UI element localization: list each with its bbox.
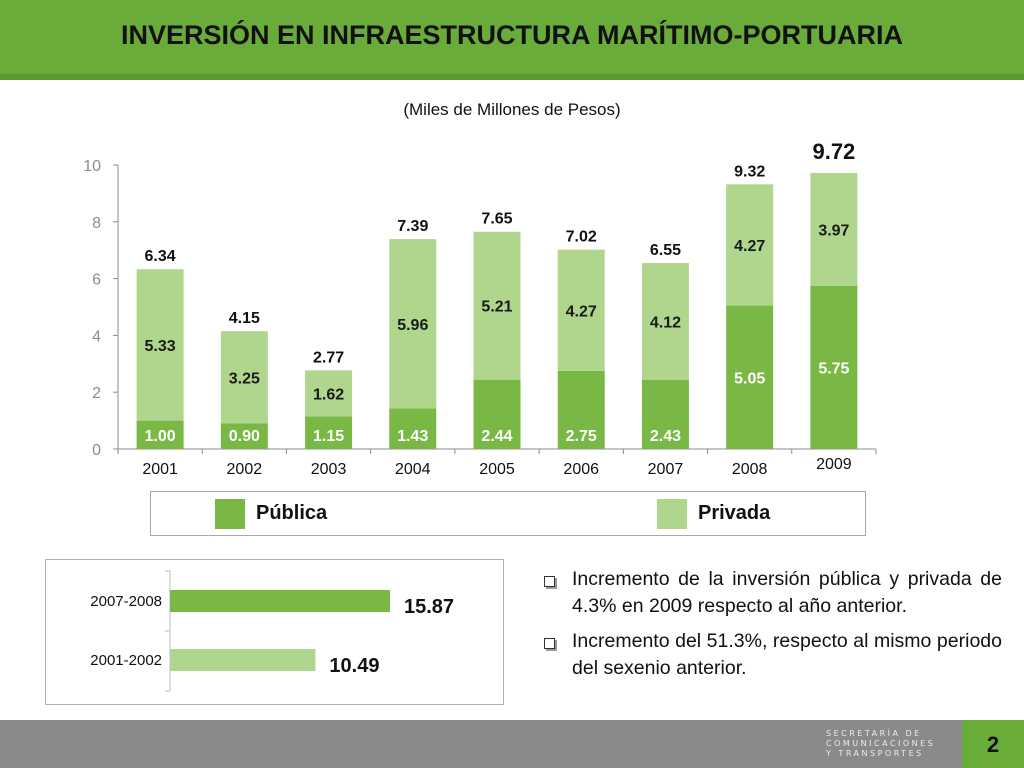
bar-publica — [557, 370, 605, 449]
x-category-label: 2003 — [311, 461, 347, 478]
data-label-privada: 4.27 — [566, 303, 597, 320]
data-label-publica: 1.00 — [145, 428, 176, 445]
x-category-label: 2006 — [563, 461, 599, 478]
legend-label-privada: Privada — [698, 502, 771, 524]
bar-privada — [136, 269, 184, 421]
data-label-total: 7.65 — [481, 211, 512, 228]
bullet-text: Incremento del 51.3%, respecto al mismo … — [572, 630, 1002, 679]
bar-publica — [473, 379, 521, 449]
inset-value-label: 15.87 — [404, 596, 454, 618]
bar-publica — [726, 305, 774, 449]
bar-privada — [389, 239, 437, 409]
data-label-privada: 3.25 — [229, 370, 260, 387]
legend-label-publica: Pública — [256, 502, 328, 524]
title-banner-strip — [0, 74, 1024, 80]
inset-value-label: 10.49 — [329, 655, 379, 677]
data-label-privada: 5.96 — [397, 317, 428, 334]
bullet-list: Incremento de la inversión pública y pri… — [540, 566, 1002, 690]
bullet-text: Incremento de la inversión pública y pri… — [572, 568, 1002, 617]
data-label-total: 9.72 — [812, 139, 855, 164]
data-label-publica: 5.05 — [734, 370, 765, 387]
bullet-item: Incremento del 51.3%, respecto al mismo … — [540, 628, 1002, 682]
bullet-item: Incremento de la inversión pública y pri… — [540, 566, 1002, 620]
data-label-publica: 2.44 — [481, 428, 512, 445]
chart-legend: Pública Privada — [150, 491, 866, 536]
bar-publica — [220, 423, 268, 449]
inset-bar — [170, 590, 390, 612]
inset-bar — [170, 649, 316, 671]
inset-category-label: 2001-2002 — [90, 652, 162, 669]
y-tick-label: 4 — [92, 328, 101, 345]
data-label-privada: 1.62 — [313, 386, 344, 403]
page-title: INVERSIÓN EN INFRAESTRUCTURA MARÍTIMO-PO… — [121, 20, 903, 50]
title-banner — [0, 0, 1024, 80]
data-label-privada: 3.97 — [818, 222, 849, 239]
bar-privada — [810, 172, 858, 286]
bar-publica — [136, 420, 184, 449]
data-label-privada: 5.33 — [145, 338, 176, 355]
data-label-total: 6.55 — [650, 242, 681, 259]
bar-publica — [305, 416, 353, 449]
checkbox-bullet-icon — [544, 576, 555, 587]
data-label-total: 7.39 — [397, 218, 428, 235]
data-label-total: 7.02 — [566, 229, 597, 246]
bar-privada — [305, 370, 353, 417]
bar-privada — [557, 249, 605, 371]
chart-subtitle: (Miles de Millones de Pesos) — [403, 100, 621, 119]
period-comparison-bar-chart: 2007-2008 15.87 2001-2002 10.49 — [90, 570, 454, 692]
x-category-label: 2009 — [816, 456, 852, 473]
y-tick-label: 2 — [92, 385, 101, 402]
data-label-publica: 0.90 — [229, 428, 260, 445]
bar-privada — [641, 262, 689, 380]
y-tick-label: 8 — [92, 215, 101, 232]
data-label-privada: 4.12 — [650, 314, 681, 331]
footer-bar: SECRETARÍA DE COMUNICACIONES Y TRANSPORT… — [0, 720, 1024, 768]
data-label-total: 9.32 — [734, 163, 765, 180]
data-label-total: 4.15 — [229, 310, 260, 327]
bar-privada — [220, 331, 268, 424]
x-category-label: 2007 — [648, 461, 684, 478]
x-category-label: 2005 — [479, 461, 515, 478]
data-label-privada: 4.27 — [734, 238, 765, 255]
bar-privada — [726, 184, 774, 306]
comparison-chart-frame — [45, 559, 504, 705]
data-label-total: 2.77 — [313, 349, 344, 366]
data-label-publica: 2.75 — [566, 428, 597, 445]
x-category-label: 2004 — [395, 461, 431, 478]
investment-stacked-bar-chart: 0 2 4 6 8 10 1.00 5.33 6.34 2001 0.90 3.25 4.15 2002 1… — [83, 139, 877, 478]
logo-line: SECRETARÍA DE — [826, 729, 922, 738]
data-label-publica: 5.75 — [818, 360, 849, 377]
x-category-label: 2008 — [732, 461, 768, 478]
legend-swatch-publica — [215, 499, 245, 529]
x-category-label: 2001 — [142, 461, 178, 478]
bar-privada — [473, 231, 521, 380]
bar-publica — [641, 379, 689, 449]
bar-publica — [810, 285, 858, 449]
sct-logo-text: SECRETARÍA DE COMUNICACIONES Y TRANSPORT… — [826, 729, 935, 759]
y-tick-label: 0 — [92, 442, 101, 459]
y-tick-label: 10 — [83, 158, 101, 175]
data-label-publica: 1.43 — [397, 428, 428, 445]
page-number-box — [962, 720, 1024, 768]
inset-category-label: 2007-2008 — [90, 593, 162, 610]
data-label-privada: 5.21 — [481, 299, 512, 316]
data-label-publica: 1.15 — [313, 428, 344, 445]
bar-publica — [389, 408, 437, 449]
data-label-publica: 2.43 — [650, 428, 681, 445]
logo-line: Y TRANSPORTES — [826, 749, 924, 758]
page-number: 2 — [986, 732, 1000, 757]
logo-line: COMUNICACIONES — [826, 739, 936, 748]
checkbox-bullet-icon — [544, 638, 555, 649]
data-label-total: 6.34 — [145, 248, 176, 265]
y-tick-label: 6 — [92, 272, 101, 289]
x-category-label: 2002 — [227, 461, 263, 478]
legend-swatch-privada — [657, 499, 687, 529]
